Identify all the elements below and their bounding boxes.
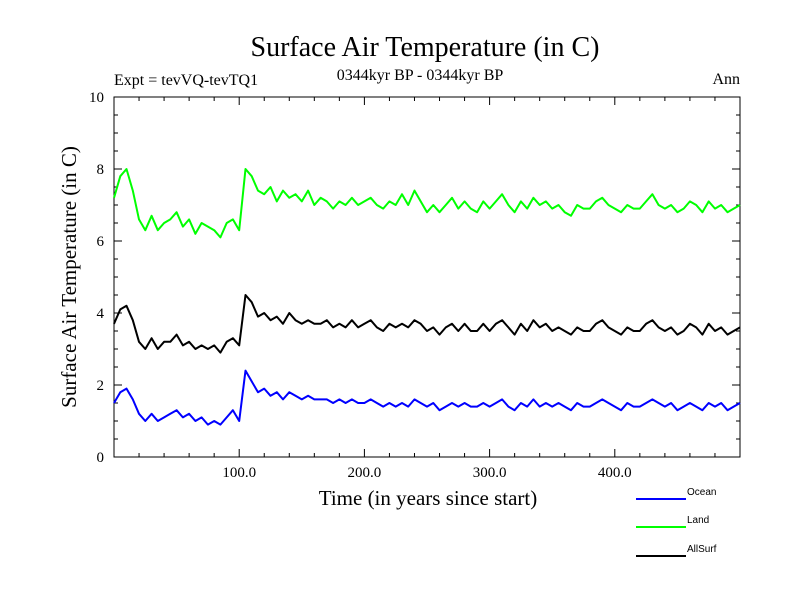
y-tick-label: 6: [97, 234, 105, 250]
legend-label-allsurf: AllSurf: [687, 544, 717, 555]
y-axis-label: Surface Air Temperature (in C): [57, 146, 81, 408]
series-lines: [113, 168, 741, 426]
x-tick-label: 100.0: [222, 465, 256, 481]
x-tick-label: 300.0: [473, 465, 507, 481]
y-tick-label: 2: [97, 378, 105, 394]
x-tick-label: 400.0: [598, 465, 632, 481]
legend-label-ocean: Ocean: [687, 487, 716, 498]
axis-ticks: 0 2 4 6 8 10 100.0 200.0 300.0 400.0: [89, 90, 740, 481]
y-tick-label: 10: [89, 90, 104, 106]
series-line-ocean: [113, 369, 741, 426]
y-tick-label: 0: [97, 450, 105, 466]
season-label: Ann: [712, 71, 740, 88]
experiment-label: Expt = tevVQ-tevTQ1: [114, 72, 258, 89]
x-tick-label: 200.0: [348, 465, 382, 481]
x-axis-label: Time (in years since start): [319, 486, 538, 510]
y-tick-label: 4: [97, 306, 105, 322]
period-label: 0344kyr BP - 0344kyr BP: [337, 67, 504, 84]
series-line-allsurf: [113, 294, 741, 354]
legend-label-land: Land: [687, 515, 709, 526]
legend: Ocean Land AllSurf: [636, 487, 717, 557]
y-tick-label: 8: [97, 162, 105, 178]
chart-title: Surface Air Temperature (in C): [251, 32, 600, 63]
series-line-land: [113, 168, 741, 239]
